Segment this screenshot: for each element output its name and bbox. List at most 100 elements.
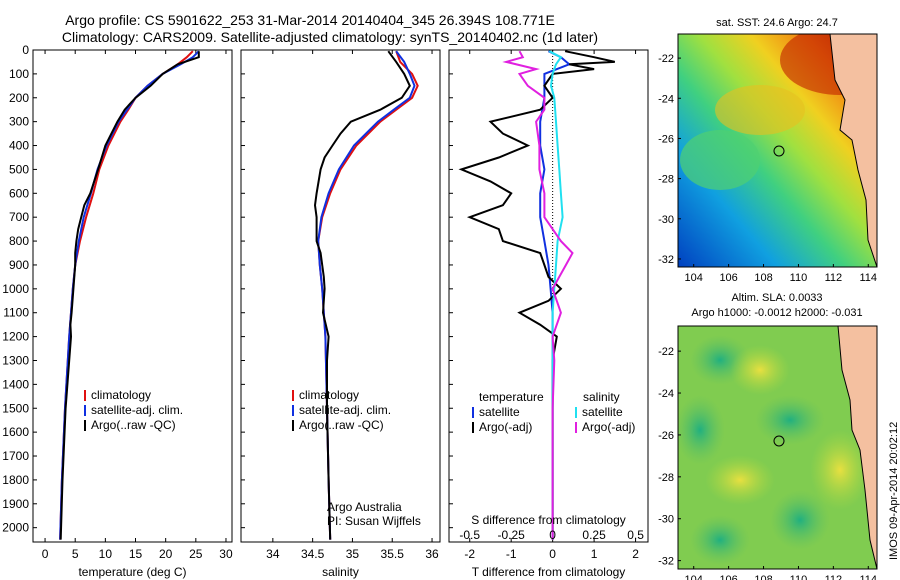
top-axis-label: S difference from climatology	[471, 513, 626, 527]
sla-patch	[690, 515, 750, 565]
y-tick-label: 1100	[3, 306, 29, 320]
x-tick-label: 35.5	[381, 547, 405, 561]
map-x-tick-label: 112	[825, 574, 843, 580]
y-tick-label: 100	[9, 67, 29, 81]
map-y-tick-label: -28	[658, 472, 674, 484]
map-x-tick-label: 110	[790, 574, 808, 580]
y-tick-label: 1500	[2, 401, 29, 415]
sst-map-title: sat. SST: 24.6 Argo: 24.7	[716, 17, 838, 29]
argo-location-marker	[773, 145, 785, 157]
y-tick-label: 500	[9, 162, 29, 176]
map-x-tick-label: 106	[719, 574, 737, 580]
y-tick-label: 300	[9, 115, 29, 129]
x-tick-label: 0	[42, 547, 49, 561]
x-tick-label: 36	[425, 547, 439, 561]
sla-patch	[755, 395, 825, 445]
figure-title-line1: Argo profile: CS 5901622_253 31-Mar-2014…	[65, 12, 555, 28]
series-line	[502, 50, 574, 540]
legend-label: satellite	[582, 405, 623, 419]
map-x-tick-label: 108	[754, 574, 772, 580]
map-x-tick-label: 106	[719, 272, 737, 284]
x-tick-label: 1	[591, 547, 598, 561]
top-tick-label: 0.5	[627, 528, 644, 542]
map-y-tick-label: -26	[658, 133, 674, 145]
map-y-tick-label: -30	[658, 214, 674, 226]
x-axis-label: temperature (deg C)	[78, 565, 186, 579]
y-tick-label: 600	[9, 186, 29, 200]
y-tick-label: 200	[9, 91, 29, 105]
x-tick-label: 34.5	[301, 547, 325, 561]
map-y-tick-label: -24	[658, 93, 674, 105]
x-tick-label: -1	[506, 547, 517, 561]
y-tick-label: 400	[9, 139, 29, 153]
y-tick-label: 1300	[2, 353, 29, 367]
map-x-tick-label: 112	[825, 272, 843, 284]
sst-map: sat. SST: 24.6 Argo: 24.7 104 106 108 110 11…	[658, 17, 878, 284]
map-x-tick-label: 110	[790, 272, 808, 284]
x-axis-label: salinity	[322, 565, 359, 579]
plot-frame	[32, 49, 233, 543]
salinity-panel: 34 34.5 35 35.5 36 salinity climatologysatelli…	[240, 49, 441, 579]
y-tick-label: 900	[9, 258, 29, 272]
map-y-tick-label: -22	[658, 53, 674, 65]
sla-map-frame	[677, 325, 878, 570]
temperature-panel: 0 5 10 15 20 25 300100200300400500600700800900…	[2, 43, 233, 579]
x-axis-label: T difference from climatology	[472, 565, 626, 579]
sla-map-title-line2: Argo h1000: -0.0012 h2000: -0.031	[691, 307, 862, 319]
legend-label: satellite-adj. clim.	[299, 403, 391, 417]
coastline	[837, 326, 877, 569]
x-tick-label: 5	[72, 547, 79, 561]
y-tick-label: 800	[9, 234, 29, 248]
legend-label: satellite	[479, 405, 520, 419]
sla-patch	[770, 490, 830, 550]
series-line	[313, 50, 411, 540]
map-y-tick-label: -24	[658, 388, 674, 400]
annotation-text: Argo Australia	[327, 500, 402, 514]
x-tick-label: 35	[346, 547, 360, 561]
map-y-tick-label: -30	[658, 514, 674, 526]
legend-label: Argo(..raw -QC)	[91, 418, 176, 432]
y-tick-label: 2000	[2, 521, 29, 535]
x-tick-label: 15	[129, 547, 143, 561]
difference-panel: -2 -1 0 1 2 T difference from climatology temp…	[448, 49, 649, 579]
y-tick-label: 1800	[2, 473, 29, 487]
legend-label: Argo(..raw -QC)	[299, 418, 384, 432]
legend-label: climatology	[299, 388, 359, 402]
x-tick-label: 10	[99, 547, 113, 561]
sla-patch	[810, 430, 870, 510]
map-y-tick-label: -32	[658, 254, 674, 266]
x-tick-label: 20	[159, 547, 173, 561]
top-tick-label: 0.25	[582, 528, 606, 542]
sla-patch	[730, 345, 790, 395]
argo-location-marker	[773, 435, 785, 447]
y-tick-label: 0	[22, 43, 29, 57]
map-x-tick-label: 114	[859, 574, 877, 580]
map-y-tick-label: -22	[658, 346, 674, 358]
series-line	[458, 50, 616, 540]
legend-title: salinity	[583, 390, 620, 404]
plot-frame	[448, 49, 649, 543]
map-y-tick-label: -26	[658, 430, 674, 442]
sla-map: Altim. SLA: 0.0033 Argo h1000: -0.0012 h…	[658, 292, 878, 580]
top-tick-label: -0.25	[498, 528, 526, 542]
map-y-tick-label: -32	[658, 556, 674, 568]
map-x-tick-label: 108	[754, 272, 772, 284]
annotation-text: PI: Susan Wijffels	[327, 514, 421, 528]
x-tick-label: 25	[189, 547, 203, 561]
x-tick-label: 34	[266, 547, 280, 561]
legend-title: temperature	[479, 390, 544, 404]
sla-map-title-line1: Altim. SLA: 0.0033	[731, 292, 822, 304]
y-tick-label: 1900	[2, 497, 29, 511]
coastline	[829, 34, 877, 267]
x-tick-label: 30	[219, 547, 233, 561]
map-x-tick-label: 114	[859, 272, 877, 284]
x-tick-label: 0	[549, 547, 556, 561]
x-tick-label: -2	[464, 547, 475, 561]
y-tick-label: 1600	[2, 425, 29, 439]
y-tick-label: 1200	[2, 330, 29, 344]
series-line	[59, 51, 200, 540]
x-tick-label: 2	[632, 547, 639, 561]
sla-patch	[705, 455, 775, 505]
plot-frame	[240, 49, 441, 543]
